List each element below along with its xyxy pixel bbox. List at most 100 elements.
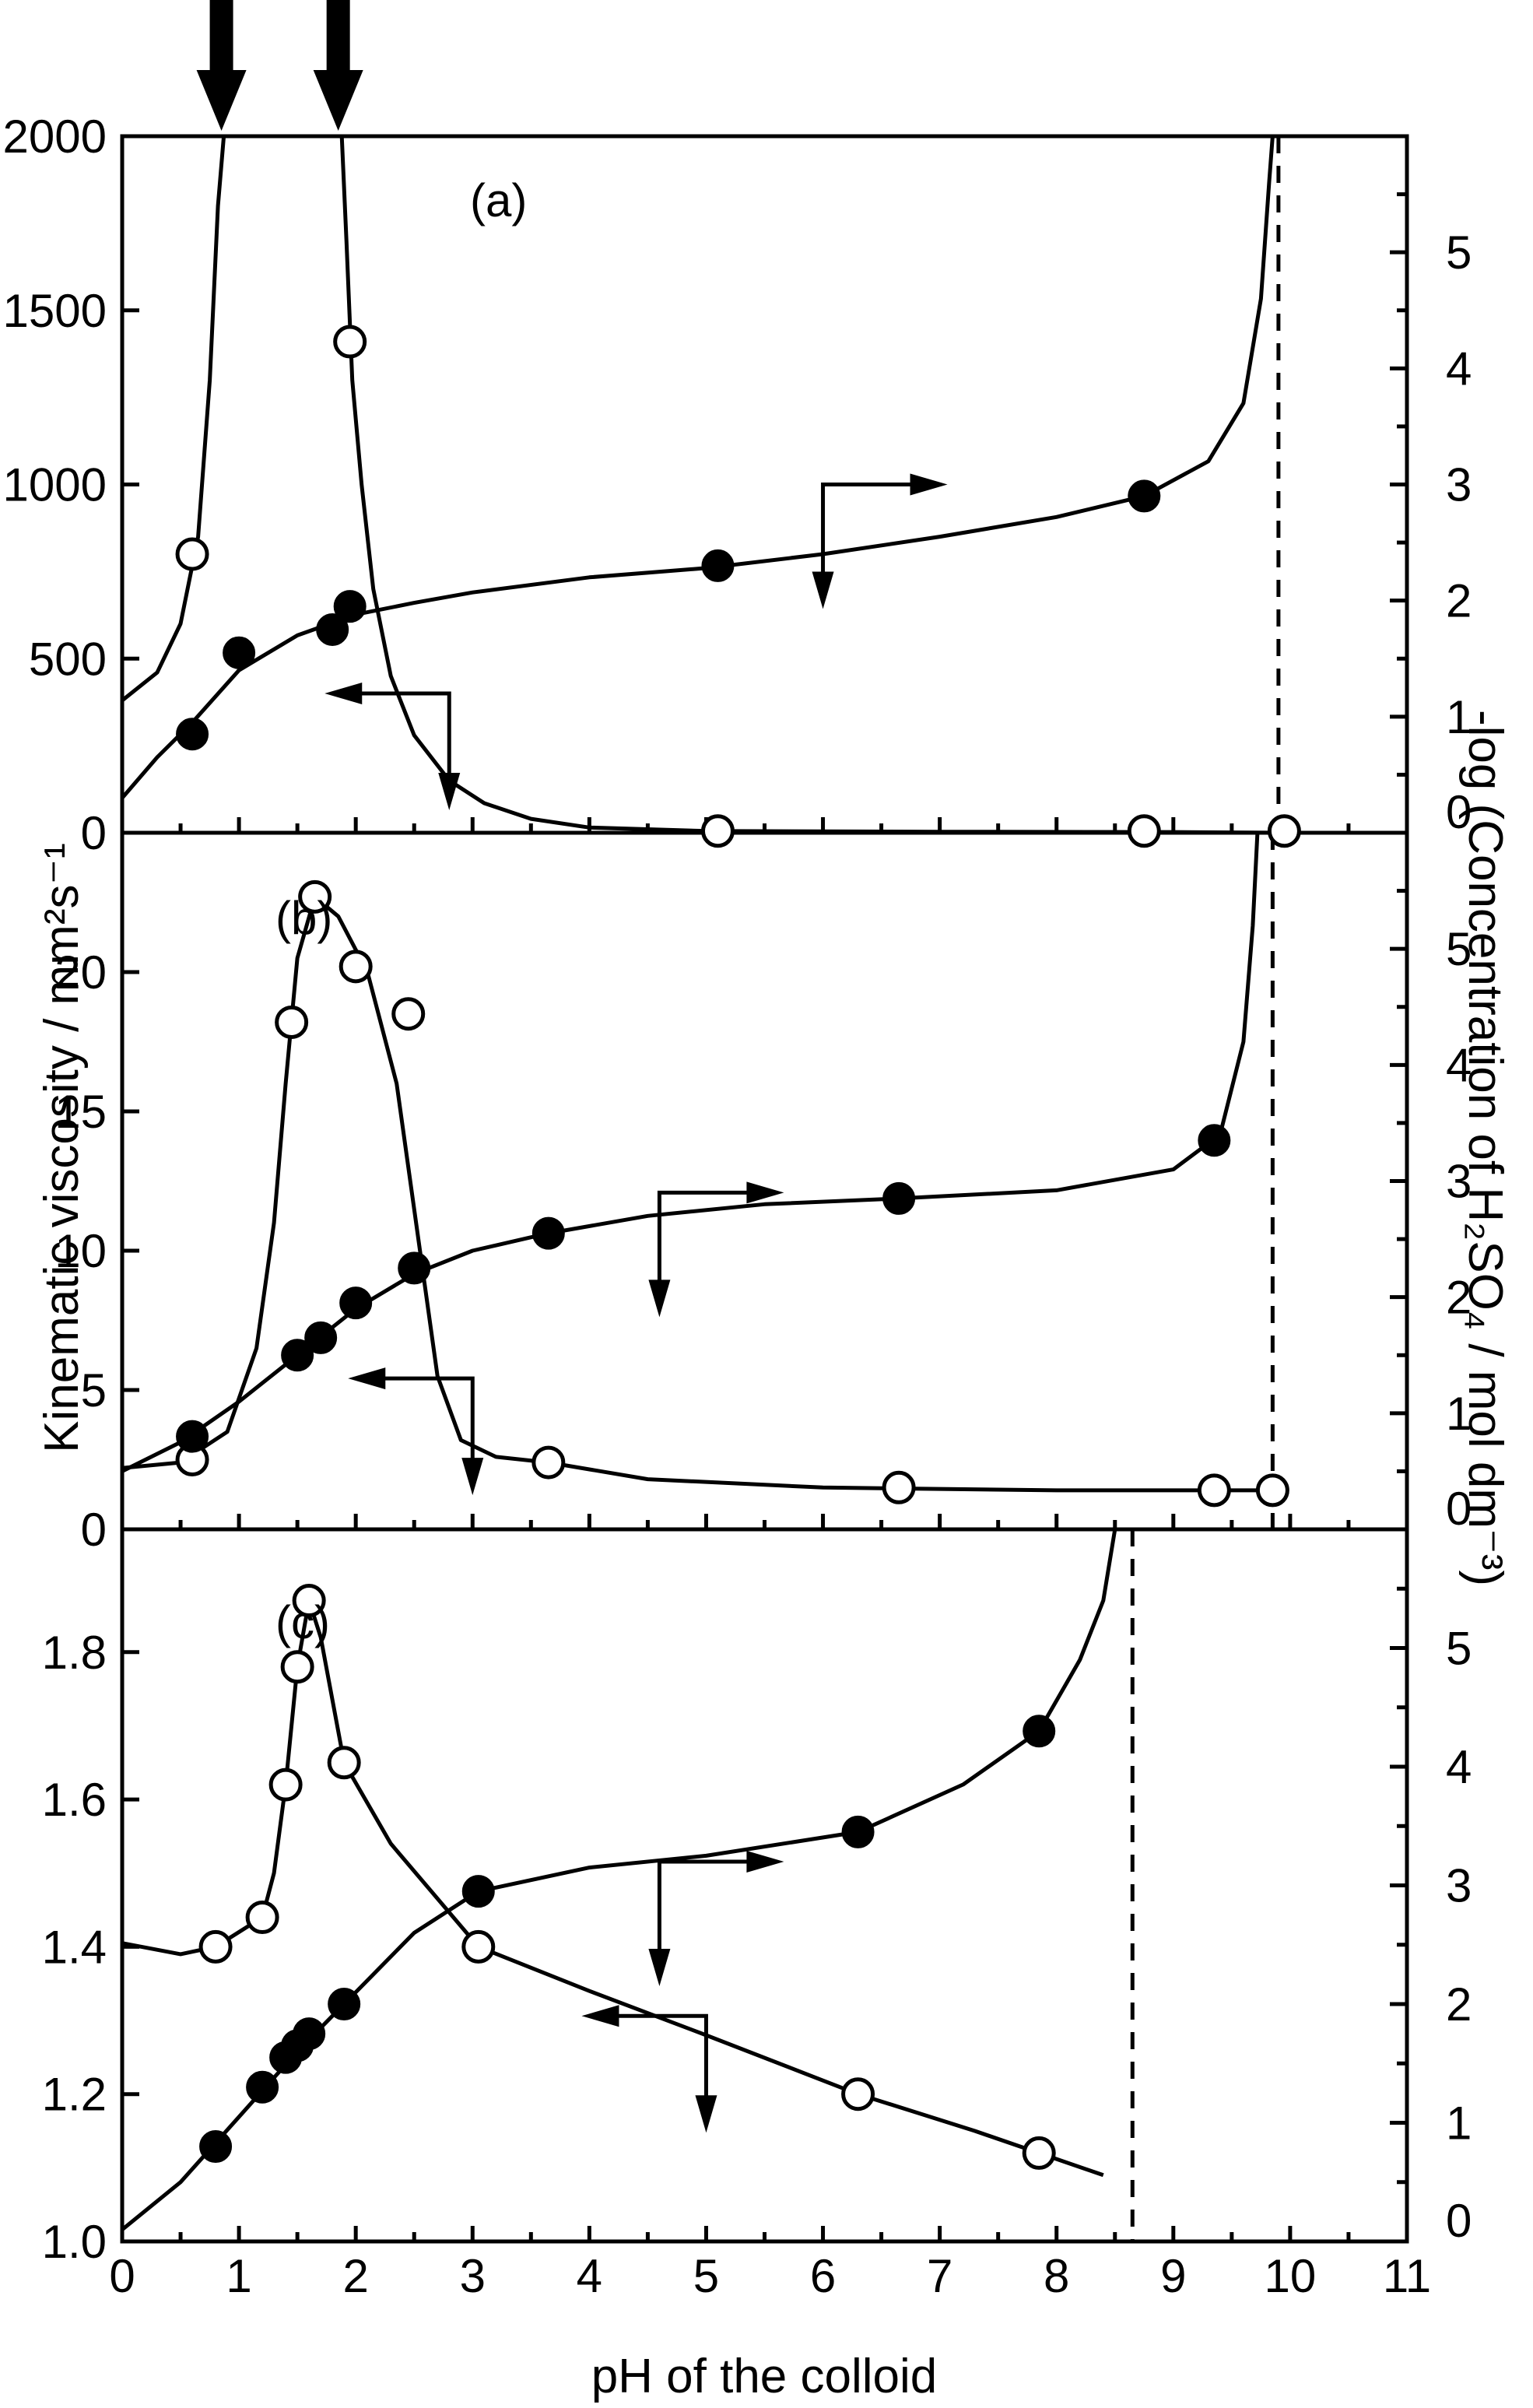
panel-a-left-tick-label: 0 bbox=[81, 807, 107, 859]
panel-a-log-point bbox=[701, 549, 735, 582]
x-tick-label: 5 bbox=[693, 2250, 719, 2302]
panel-c-right-arrow bbox=[657, 1859, 749, 1951]
panel-a-left-tick-label: 1500 bbox=[3, 285, 107, 337]
ticks-layer: 0500100015002000012345051015200123451.01… bbox=[3, 111, 1472, 2302]
x-tick-label: 10 bbox=[1265, 2250, 1317, 2302]
panel-a-frame bbox=[120, 134, 1409, 835]
x-axis-title: pH of the colloid bbox=[591, 2350, 938, 2403]
panel-label-c: (c) bbox=[275, 1596, 330, 1648]
panel-b-viscosity-point bbox=[339, 950, 373, 984]
panel-a-log-point bbox=[223, 636, 256, 669]
panel-b-log-point bbox=[339, 1286, 373, 1320]
panel-b-log-point bbox=[1198, 1124, 1231, 1157]
panel-c-left-tick-label: 1.0 bbox=[42, 2216, 107, 2268]
panel-c-log-point bbox=[461, 1875, 495, 1908]
panel-c-left-down-arrowhead bbox=[695, 2095, 717, 2133]
panel-b-left-tick-label: 0 bbox=[81, 1504, 107, 1556]
panel-c-left-tick-label: 1.6 bbox=[42, 1774, 107, 1826]
x-tick-label: 11 bbox=[1383, 2250, 1431, 2302]
panel-a-right-tick-label: 0 bbox=[1446, 786, 1472, 838]
panel-b-log-point bbox=[281, 1339, 314, 1372]
panel-b-viscosity-point bbox=[882, 1470, 916, 1504]
panel-c-viscosity-point bbox=[461, 1929, 496, 1964]
panel-a-log-point bbox=[316, 613, 349, 646]
panel-a-viscosity-point bbox=[700, 814, 735, 848]
panel-b-left-tick-label: 10 bbox=[54, 1225, 107, 1277]
panel-label-b: (b) bbox=[275, 892, 332, 944]
x-tick-label: 4 bbox=[577, 2250, 602, 2302]
panel-a-right-arrowhead bbox=[910, 473, 948, 496]
panel-a-viscosity-point bbox=[175, 537, 209, 571]
panel-b-viscosity-point bbox=[531, 1445, 566, 1480]
right-axis-title: -log (Concentration of H₂SO₄ / mol dm⁻³) bbox=[1458, 710, 1512, 1586]
panel-b-down-arrowhead bbox=[648, 1279, 671, 1318]
panel-b-right-tick-label: 2 bbox=[1446, 1272, 1472, 1324]
panel-c-left-tick-label: 1.8 bbox=[42, 1627, 107, 1679]
panel-b-viscosity-point bbox=[298, 879, 332, 914]
panel-b-right-tick-label: 4 bbox=[1446, 1039, 1472, 1091]
panel-c-viscosity-point bbox=[268, 1767, 303, 1802]
x-tick-label: 2 bbox=[342, 2250, 368, 2302]
panel-a-left-arrowhead bbox=[324, 683, 363, 704]
x-tick-label: 3 bbox=[460, 2250, 486, 2302]
panel-a-viscosity-point bbox=[333, 325, 367, 359]
points-layer bbox=[175, 325, 1301, 2170]
panel-c-left-tick-label: 1.2 bbox=[42, 2069, 107, 2121]
panel-b-log-curve bbox=[121, 832, 1260, 1473]
panel-c-viscosity-point bbox=[327, 1746, 361, 1780]
panel-a-left-arrow bbox=[360, 691, 451, 775]
panel-c-log-point bbox=[1023, 1715, 1056, 1748]
panel-a-log-point bbox=[176, 718, 209, 751]
panel-c-down-arrowhead bbox=[648, 1949, 671, 1986]
panel-c-log-point bbox=[841, 1815, 875, 1848]
panel-c-viscosity-point bbox=[198, 1929, 233, 1964]
panel-c-viscosity-point bbox=[1022, 2136, 1056, 2170]
dashed-lines-layer bbox=[1130, 136, 1281, 2241]
panel-a-log-point bbox=[1128, 479, 1161, 513]
panel-c-viscosity-point bbox=[292, 1584, 326, 1618]
curves-layer bbox=[121, 134, 1285, 2231]
panel-b-right-tick-label: 3 bbox=[1446, 1156, 1472, 1208]
panel-a-log-curve bbox=[121, 135, 1275, 799]
panel-c-left-tick-label: 1.4 bbox=[42, 1921, 107, 1973]
panel-c-viscosity-point bbox=[245, 1901, 279, 1935]
panel-b-left-tick-label: 15 bbox=[54, 1086, 107, 1138]
panel-c-right-tick-label: 3 bbox=[1446, 1860, 1472, 1912]
top-arrowhead bbox=[313, 70, 363, 131]
panel-a-down-arrowhead bbox=[812, 571, 834, 609]
panel-b-right-tick-label: 1 bbox=[1446, 1388, 1472, 1440]
x-tick-label: 8 bbox=[1044, 2250, 1069, 2302]
panel-a-viscosity-point bbox=[1127, 814, 1161, 848]
panel-a-left-tick-label: 2000 bbox=[3, 111, 107, 163]
panel-b-right-tick-label: 0 bbox=[1446, 1483, 1472, 1535]
panel-b-right-arrow bbox=[657, 1190, 749, 1283]
panel-b-log-point bbox=[176, 1420, 209, 1453]
panel-b-viscosity-curve bbox=[121, 894, 1273, 1493]
indicator-arrows-layer bbox=[196, 0, 948, 2133]
panel-a-right-tick-label: 1 bbox=[1446, 691, 1472, 743]
left-axis-title: Kinematic viscosity / mm²s⁻¹ bbox=[35, 843, 89, 1453]
x-tick-label: 0 bbox=[109, 2250, 135, 2302]
panel-c-log-point bbox=[199, 2130, 233, 2163]
top-arrow-shaft bbox=[326, 0, 350, 74]
panel-c-log-point bbox=[246, 2070, 279, 2104]
panel-c-right-tick-label: 5 bbox=[1446, 1623, 1472, 1675]
panel-c-right-tick-label: 4 bbox=[1446, 1741, 1472, 1793]
panel-b-viscosity-point bbox=[275, 1005, 309, 1039]
panel-c-right-tick-label: 1 bbox=[1446, 2097, 1472, 2150]
top-arrowhead bbox=[196, 70, 247, 131]
panel-a-right-tick-label: 4 bbox=[1446, 342, 1472, 395]
panel-c-log-point bbox=[293, 2017, 326, 2051]
panel-a-viscosity-point bbox=[1267, 814, 1301, 848]
x-tick-label: 6 bbox=[810, 2250, 836, 2302]
panel-b-left-tick-label: 5 bbox=[81, 1364, 107, 1416]
panel-b-left-arrowhead bbox=[348, 1367, 386, 1390]
panel-a-left-tick-label: 500 bbox=[29, 633, 107, 685]
panel-a-right-tick-label: 3 bbox=[1446, 459, 1472, 511]
top-arrow-shaft bbox=[209, 0, 233, 74]
panel-c-viscosity-point bbox=[841, 2077, 875, 2111]
panel-b-right-arrowhead bbox=[746, 1181, 784, 1204]
panel-c-right-tick-label: 0 bbox=[1446, 2195, 1472, 2247]
panel-a-viscosity-curve bbox=[121, 134, 1285, 835]
